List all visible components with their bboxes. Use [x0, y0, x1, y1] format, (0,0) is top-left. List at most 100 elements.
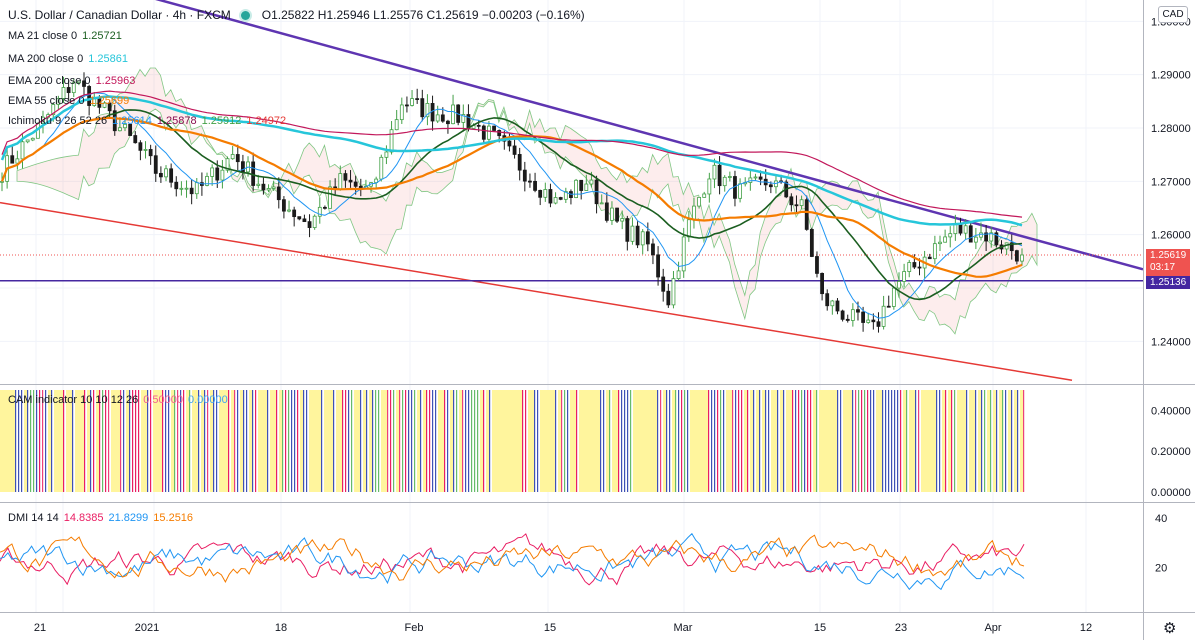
- candle-body: [21, 142, 24, 159]
- cam-bar: [1011, 390, 1012, 492]
- legend-label: MA 21 close 0: [8, 30, 77, 42]
- cam-bar: [444, 390, 445, 492]
- candle-body: [790, 197, 793, 205]
- cam-bar: [894, 390, 895, 492]
- cam-bar: [492, 390, 495, 492]
- legend-ma200[interactable]: MA 200 close 0 1.25861: [8, 53, 128, 65]
- cam-bar: [999, 390, 1002, 492]
- cam-bar: [519, 390, 522, 492]
- cam-bar: [387, 390, 388, 492]
- cam-bar: [456, 390, 457, 492]
- cam-bar: [498, 390, 501, 492]
- candle-body: [493, 126, 496, 130]
- legend-ichimoku[interactable]: Ichimoku 9 26 52 26 1.25614 1.25878 1.25912…: [8, 115, 286, 127]
- cam-bar: [861, 390, 862, 492]
- cam-bar: [1017, 390, 1018, 492]
- axis-ticks: 1.300001.290001.280001.270001.260001.240…: [34, 16, 1191, 634]
- legend-cam[interactable]: CAM indicator 10 10 12 26 0.50000 0.00000: [8, 394, 228, 406]
- legend-value: 0.00000: [188, 394, 228, 406]
- cam-bar: [801, 390, 802, 492]
- cam-bar: [570, 390, 573, 492]
- cam-bar: [297, 390, 298, 492]
- candle-body: [626, 219, 629, 242]
- cam-bar: [330, 390, 333, 492]
- time-tick-label: 12: [1080, 622, 1092, 634]
- legend-value: 1.24972: [246, 115, 286, 127]
- cam-bar: [711, 390, 712, 492]
- cam-bar: [579, 390, 582, 492]
- cam-bar: [603, 390, 604, 492]
- cam-bar: [321, 390, 322, 492]
- cam-bar: [468, 390, 469, 492]
- legend-value: 1.25614: [112, 115, 152, 127]
- legend-dmi[interactable]: DMI 14 14 14.8385 21.8299 15.2516: [8, 512, 193, 524]
- candle-body: [498, 130, 501, 135]
- candle-body: [339, 174, 342, 190]
- time-tick-label: 15: [544, 622, 556, 634]
- cam-bar: [726, 390, 729, 492]
- cam-bar: [246, 390, 247, 492]
- candle-body: [944, 237, 947, 242]
- candle-body: [149, 149, 152, 155]
- candle-body: [872, 320, 875, 322]
- legend-value: 1.25721: [82, 30, 122, 42]
- legend-ma21[interactable]: MA 21 close 0 1.25721: [8, 30, 122, 42]
- cam-bar: [921, 390, 924, 492]
- candle-body: [272, 187, 275, 189]
- currency-badge[interactable]: CAD: [1158, 6, 1188, 23]
- cam-bar: [561, 390, 562, 492]
- cam-bar: [384, 390, 387, 492]
- candle-body: [487, 126, 490, 139]
- candle-body: [908, 262, 911, 271]
- cam-bar: [786, 390, 789, 492]
- legend-ema55[interactable]: EMA 55 close 0 1.25699: [8, 95, 129, 107]
- candle-body: [400, 105, 403, 120]
- cam-bar: [756, 390, 759, 492]
- cam-bar: [996, 390, 997, 492]
- cam-bar: [435, 390, 436, 492]
- time-tick-label: 15: [814, 622, 826, 634]
- legend-ema200[interactable]: EMA 200 close 0 1.25963: [8, 75, 135, 87]
- cam-bar: [399, 390, 400, 492]
- candle-body: [851, 310, 854, 321]
- ohlc-values: O1.25822 H1.25946 L1.25576 C1.25619 −0.0…: [262, 8, 585, 22]
- cam-bar: [882, 390, 883, 492]
- dmi-tick-label: 20: [1155, 562, 1167, 574]
- candle-body: [672, 279, 675, 305]
- candle-body: [216, 168, 219, 180]
- cam-bar: [807, 390, 808, 492]
- cam-bar: [888, 390, 889, 492]
- candle-body: [605, 203, 608, 220]
- candle-body: [513, 146, 516, 154]
- cam-bar: [660, 390, 661, 492]
- cam-bar: [654, 390, 657, 492]
- symbol-title[interactable]: U.S. Dollar / Canadian Dollar · 4h · FXC…: [8, 8, 231, 22]
- cam-bar: [231, 390, 234, 492]
- settings-gear-icon[interactable]: ⚙: [1163, 619, 1176, 637]
- legend-value: 15.2516: [153, 512, 193, 524]
- candle-body: [805, 200, 808, 230]
- price-tick-label: 1.24000: [1151, 336, 1191, 348]
- cam-bar: [855, 390, 856, 492]
- cam-bar: [510, 390, 513, 492]
- candle-body: [897, 281, 900, 288]
- candle-body: [713, 165, 716, 179]
- cam-bar: [945, 390, 946, 492]
- candle-body: [698, 197, 701, 206]
- cam-bar: [480, 390, 483, 492]
- cam-bar: [513, 390, 516, 492]
- cam-bar: [675, 390, 676, 492]
- candle-body: [139, 143, 142, 151]
- cam-bar: [396, 390, 399, 492]
- candle-body: [180, 188, 183, 189]
- cam-bar: [573, 390, 576, 492]
- legend-value: 0.50000: [143, 394, 183, 406]
- cam-bar: [414, 390, 415, 492]
- cam-bar: [672, 390, 675, 492]
- cam-bar: [447, 390, 448, 492]
- cam-bar: [234, 390, 235, 492]
- cam-bar: [237, 390, 238, 492]
- candle-body: [903, 272, 906, 282]
- cam-bar: [723, 390, 724, 492]
